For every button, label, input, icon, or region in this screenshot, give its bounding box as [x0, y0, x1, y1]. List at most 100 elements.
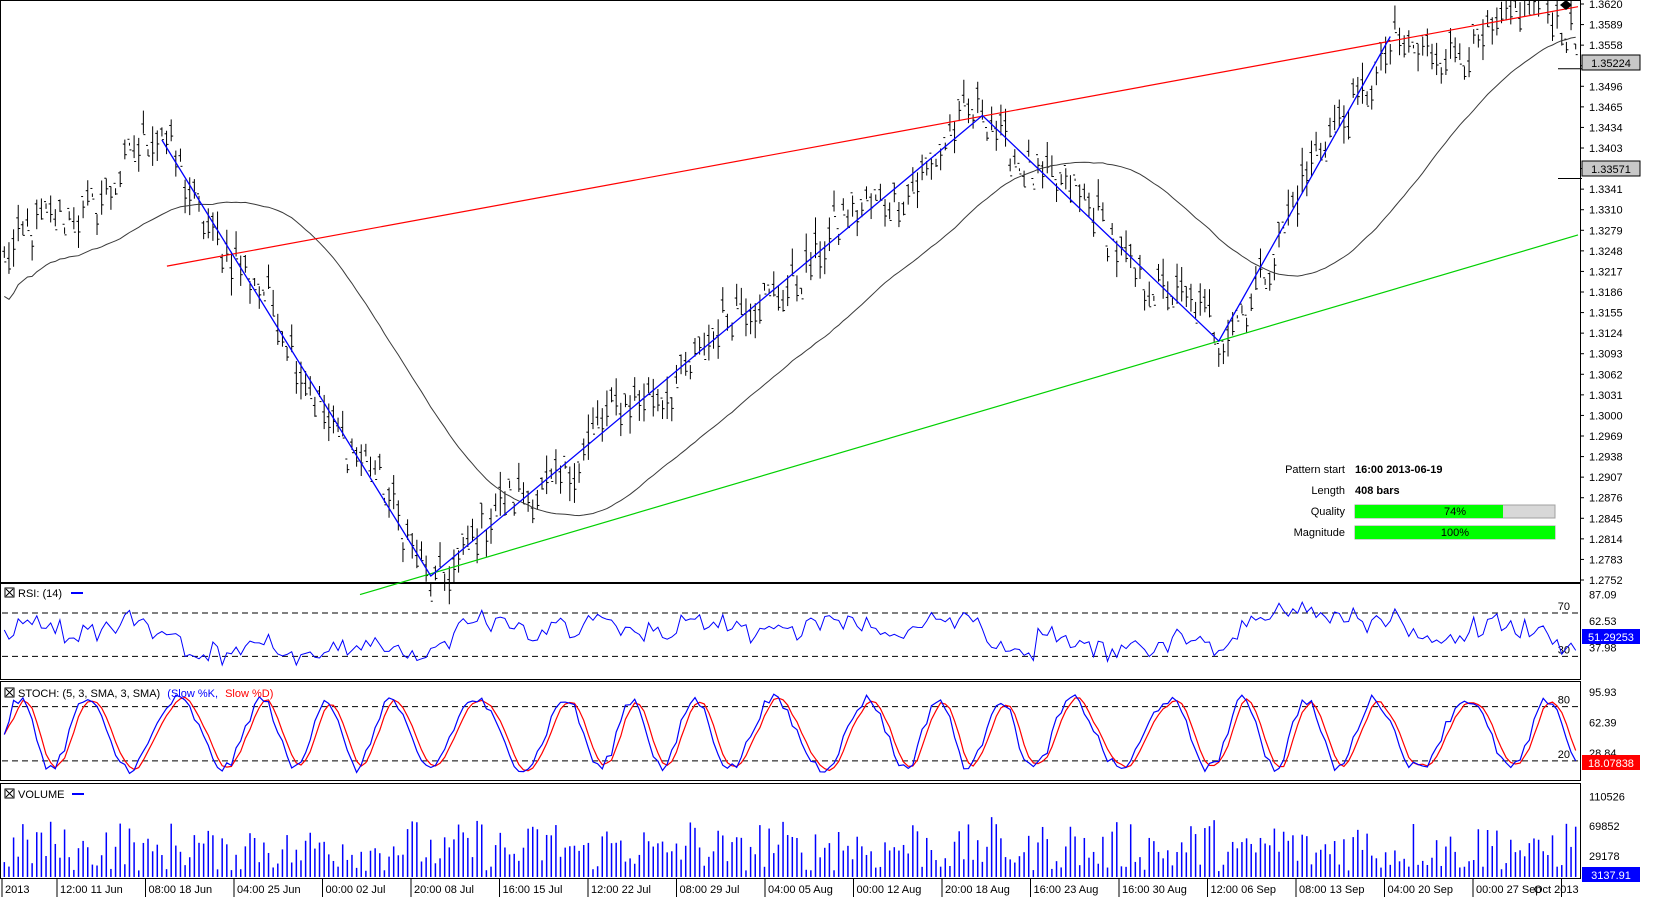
candle — [572, 463, 577, 503]
candle — [1429, 43, 1434, 70]
candle — [405, 519, 410, 540]
stoch-title-prefix: STOCH: (5, 3, SMA, 3, SMA) — [18, 688, 160, 700]
candle — [1527, 0, 1532, 16]
candle — [535, 489, 540, 510]
candle — [1304, 161, 1309, 197]
stoch-title: STOCH: (5, 3, SMA, 3, SMA) (Slow %K, Slo… — [4, 687, 273, 700]
candle — [53, 209, 58, 231]
candle — [1184, 285, 1189, 308]
rsi-tick-label: 87.09 — [1589, 590, 1617, 602]
candle — [20, 221, 25, 236]
candle — [164, 130, 169, 155]
price-tick-label: 1.3558 — [1589, 40, 1623, 52]
stoch-d-line — [3, 696, 1577, 772]
candle — [1360, 62, 1365, 104]
candle — [892, 182, 897, 203]
candle — [1538, 0, 1541, 17]
stoch-level-label: 20 — [1558, 749, 1570, 761]
candle — [498, 471, 503, 516]
candle — [1059, 172, 1064, 186]
candle — [1124, 230, 1129, 263]
candle — [456, 547, 461, 573]
candle — [850, 192, 855, 217]
candle — [567, 466, 572, 502]
candle — [637, 390, 642, 421]
zigzag-pattern — [161, 36, 1391, 577]
candle — [303, 370, 308, 397]
candle — [544, 455, 549, 495]
candle — [869, 193, 874, 220]
time-tick-label: 20:00 08 Jul — [414, 884, 474, 896]
candle — [864, 186, 869, 202]
candle — [804, 233, 809, 273]
moving-average — [4, 36, 1576, 517]
candle — [827, 217, 832, 252]
candle — [76, 215, 81, 248]
stoch-tick-label: 95.93 — [1589, 687, 1617, 699]
candle — [11, 229, 16, 267]
price-tick-label: 1.2845 — [1589, 513, 1623, 525]
candle — [1499, 1, 1504, 24]
candle — [1341, 105, 1346, 144]
candle — [688, 361, 693, 380]
candle — [794, 275, 799, 302]
price-tick-label: 1.3620 — [1589, 0, 1623, 11]
candle — [980, 99, 985, 123]
candle — [39, 198, 44, 220]
candle — [716, 319, 721, 359]
candle — [178, 148, 183, 167]
time-tick-label: 12:00 11 Jun — [60, 884, 123, 896]
candle — [1142, 289, 1147, 311]
candle — [461, 533, 466, 555]
candle — [25, 208, 30, 232]
candle — [1406, 30, 1411, 53]
candle — [442, 571, 447, 591]
candle — [1295, 185, 1300, 227]
candle — [618, 402, 623, 437]
candle — [1035, 154, 1040, 174]
price-tick-label: 1.3155 — [1589, 308, 1623, 320]
stoch-current-label: 18.07838 — [1582, 755, 1640, 770]
quality-value: 74% — [1444, 506, 1466, 518]
volume-tick-label: 69852 — [1589, 821, 1620, 833]
candle — [1365, 91, 1370, 107]
candle — [660, 397, 665, 420]
price-tick-label: 1.3217 — [1589, 266, 1623, 278]
stoch-d-label: Slow %D) — [225, 688, 273, 700]
candle — [1411, 41, 1416, 54]
time-tick-label: 08:00 13 Sep — [1299, 884, 1364, 896]
candle — [1161, 258, 1166, 299]
magnitude-value: 100% — [1441, 527, 1469, 539]
candle — [776, 285, 781, 311]
candle — [929, 152, 934, 180]
candle — [1022, 170, 1027, 188]
candle — [799, 287, 804, 300]
candle — [1258, 248, 1263, 278]
candle — [1332, 104, 1337, 133]
rsi-level-label: 70 — [1558, 601, 1570, 613]
candle — [1110, 223, 1115, 240]
candle — [271, 289, 276, 317]
time-tick-label: 04:00 05 Aug — [768, 884, 833, 896]
candle — [549, 468, 554, 482]
candle — [141, 110, 146, 136]
candle — [623, 393, 628, 408]
candle — [994, 120, 999, 151]
time-tick-label: 04:00 20 Sep — [1388, 884, 1453, 896]
candle — [1188, 283, 1193, 312]
candle — [1323, 141, 1328, 162]
price-tick-label: 1.3186 — [1589, 287, 1623, 299]
volume-title: VOLUME — [4, 788, 84, 801]
candle — [289, 324, 294, 353]
candle — [136, 137, 141, 172]
candle — [1207, 289, 1212, 318]
candle — [1383, 36, 1388, 74]
candle — [201, 220, 206, 240]
candle — [577, 461, 582, 483]
rsi-title-text: RSI: (14) — [18, 588, 62, 600]
candle — [294, 361, 299, 394]
volume-tick-label: 29178 — [1589, 851, 1620, 863]
price-tick-label: 1.2876 — [1589, 493, 1623, 505]
